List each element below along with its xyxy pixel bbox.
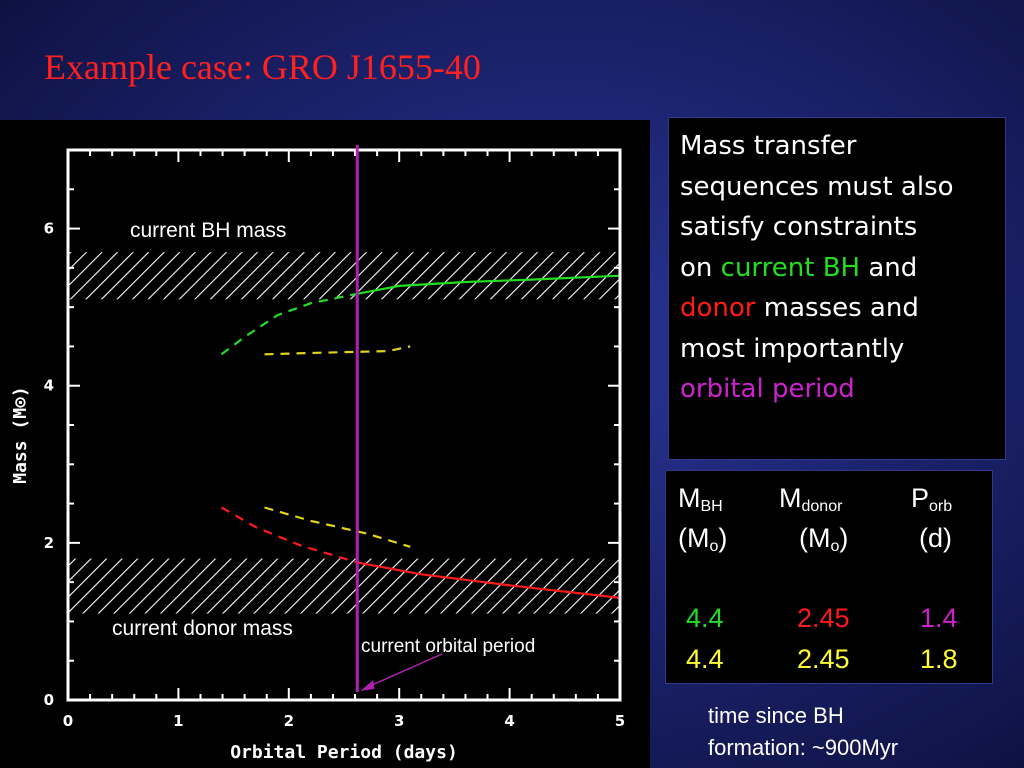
donor-highlight: donor bbox=[680, 293, 756, 323]
table-cell: 1.8 bbox=[920, 644, 958, 674]
header-mdonor: Mdonor bbox=[779, 483, 843, 515]
text-line: sequences must also bbox=[680, 171, 954, 202]
current-bh-highlight: current BH bbox=[720, 252, 861, 283]
text-line: on current BH and bbox=[680, 252, 918, 283]
period-arrow-head bbox=[360, 680, 375, 691]
table-cell: 1.4 bbox=[920, 603, 958, 633]
unit-porb: (d) bbox=[919, 523, 952, 553]
table-cell: 4.4 bbox=[686, 603, 724, 633]
text-line: most importantly bbox=[680, 333, 905, 364]
table-cell: 4.4 bbox=[686, 644, 724, 674]
y-tick-label: 0 bbox=[44, 691, 54, 709]
y-tick-label: 2 bbox=[44, 534, 54, 552]
x-axis-label: Orbital Period (days) bbox=[230, 742, 458, 763]
text-line: satisfy constraints bbox=[680, 212, 918, 242]
bh-yellow-dashed-line bbox=[264, 345, 411, 356]
x-tick-label: 3 bbox=[394, 712, 404, 730]
donor-band-hatch bbox=[68, 558, 620, 614]
unit-mdonor: (Mo) bbox=[799, 523, 849, 555]
chart-svg: 0 1 2 3 4 5 0 2 4 6 Orbital Period (days) Mass (M… bbox=[10, 145, 625, 763]
text-line: orbital period bbox=[680, 369, 1005, 410]
bh-green-dashed-line bbox=[220, 292, 358, 356]
bh-green-solid-line bbox=[356, 274, 621, 295]
bh-band-hatch bbox=[68, 252, 620, 300]
x-tick-label: 2 bbox=[284, 712, 294, 730]
orbital-period-annotation: current orbital period bbox=[361, 636, 535, 657]
donor-red-solid-line bbox=[357, 561, 621, 599]
table-cell: 2.45 bbox=[797, 603, 850, 633]
header-mbh: MBH bbox=[678, 483, 723, 515]
time-note: time since BH formation: ~900Myr bbox=[708, 703, 899, 760]
slide-title: Example case: GRO J1655-40 bbox=[44, 47, 481, 87]
parameters-table: MBH Mdonor Porb (Mo) (Mo) (d) 4.4 2.45 1… bbox=[665, 470, 993, 684]
y-tick-label: 4 bbox=[44, 377, 54, 395]
y-tick-label: 6 bbox=[44, 220, 54, 238]
x-tick-label: 0 bbox=[63, 712, 73, 730]
header-porb: Porb bbox=[911, 483, 953, 515]
period-arrow bbox=[364, 653, 443, 689]
donor-red-dashed-line bbox=[220, 506, 358, 564]
y-axis-label: Mass (M⊙) bbox=[10, 386, 31, 484]
bh-mass-annotation: current BH mass bbox=[130, 219, 286, 242]
text-line: donor masses and bbox=[680, 293, 919, 323]
constraints-text-box: Mass transfer sequences must also satisf… bbox=[668, 117, 1006, 460]
donor-mass-annotation: current donor mass bbox=[112, 617, 293, 640]
x-tick-label: 5 bbox=[615, 712, 625, 730]
x-tick-label: 1 bbox=[173, 712, 183, 730]
table-cell: 2.45 bbox=[797, 644, 850, 674]
mass-period-chart: 0 1 2 3 4 5 0 2 4 6 Orbital Period (days) Mass (M… bbox=[0, 120, 650, 768]
unit-mbh: (Mo) bbox=[678, 523, 728, 555]
x-tick-label: 4 bbox=[504, 712, 514, 730]
donor-yellow-dashed-line bbox=[264, 506, 411, 548]
text-line: Mass transfer bbox=[680, 131, 857, 161]
orbital-period-highlight: orbital period bbox=[680, 374, 855, 404]
